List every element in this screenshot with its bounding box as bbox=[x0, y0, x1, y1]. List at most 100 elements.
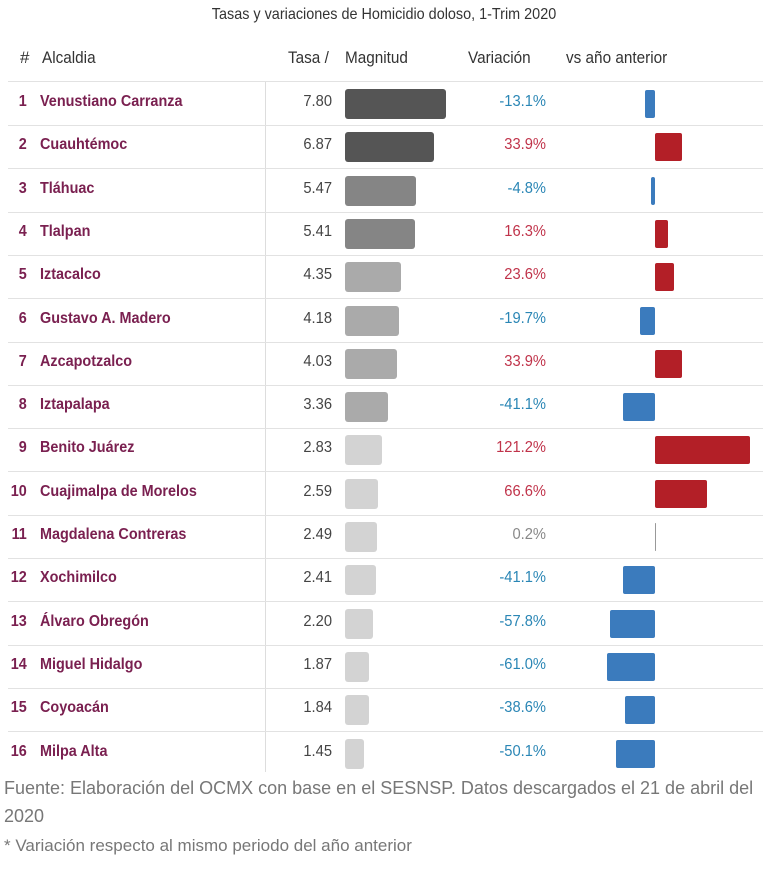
row-variacion: 23.6% bbox=[504, 266, 546, 284]
magnitude-bar bbox=[345, 478, 379, 509]
row-name: Miguel Hidalgo bbox=[40, 655, 143, 673]
variation-bar bbox=[655, 436, 751, 465]
magnitude-bar bbox=[345, 651, 370, 682]
row-name: Cuauhtémoc bbox=[40, 136, 128, 154]
header-vs: vs año anterior bbox=[566, 48, 668, 67]
row-divider bbox=[8, 558, 763, 559]
row-tasa: 1.84 bbox=[303, 699, 332, 717]
row-name: Iztacalco bbox=[40, 266, 101, 284]
row-rank: 3 bbox=[18, 179, 27, 197]
variation-bar bbox=[655, 263, 674, 292]
row-divider bbox=[8, 687, 763, 689]
row-rank: 4 bbox=[18, 222, 27, 240]
variation-bar bbox=[607, 652, 655, 681]
row-divider bbox=[8, 601, 763, 603]
header-divider bbox=[8, 81, 763, 82]
row-variacion: 33.9% bbox=[504, 136, 546, 154]
row-variacion: -61.0% bbox=[499, 655, 546, 673]
row-tasa: 5.41 bbox=[303, 222, 332, 240]
header-num: # bbox=[20, 48, 30, 67]
variation-bar bbox=[655, 133, 682, 162]
table-row: 15 Coyoacán 1.84 -38.6% bbox=[0, 688, 768, 731]
row-rank: 15 bbox=[10, 699, 27, 717]
row-tasa: 4.35 bbox=[303, 266, 332, 284]
row-name: Tlalpan bbox=[40, 222, 91, 240]
variation-bar bbox=[655, 479, 708, 508]
row-variacion: -19.7% bbox=[499, 309, 546, 327]
magnitude-bar bbox=[345, 695, 369, 726]
row-tasa: 2.49 bbox=[303, 526, 332, 543]
row-tasa: 7.80 bbox=[303, 93, 332, 110]
magnitude-bar bbox=[345, 218, 415, 249]
header-magnitud: Magnitud bbox=[345, 48, 408, 67]
magnitude-bar bbox=[345, 608, 374, 639]
row-rank: 7 bbox=[18, 352, 27, 370]
table-row: 11 Magdalena Contreras 2.49 0.2% bbox=[0, 515, 768, 558]
table-row: 1 Venustiano Carranza 7.80 -13.1% bbox=[0, 82, 768, 125]
variation-bar bbox=[609, 609, 655, 638]
magnitude-bar bbox=[345, 522, 378, 552]
magnitude-bar bbox=[345, 565, 377, 596]
row-name: Xochimilco bbox=[40, 569, 117, 587]
magnitude-bar bbox=[345, 132, 434, 163]
row-name: Tláhuac bbox=[40, 179, 95, 197]
table-row: 13 Álvaro Obregón 2.20 -57.8% bbox=[0, 602, 768, 645]
row-divider bbox=[8, 644, 763, 646]
variation-bar bbox=[651, 176, 655, 205]
row-rank: 5 bbox=[18, 266, 27, 284]
variation-bar bbox=[655, 219, 668, 248]
table-row: 2 Cuauhtémoc 6.87 33.9% bbox=[0, 125, 768, 168]
variation-bar bbox=[624, 696, 655, 725]
footer-note: * Variación respecto al mismo periodo de… bbox=[4, 836, 412, 855]
row-rank: 9 bbox=[18, 439, 27, 457]
row-variacion: -38.6% bbox=[499, 699, 546, 717]
row-variacion: 16.3% bbox=[504, 222, 546, 240]
row-rank: 11 bbox=[11, 526, 27, 543]
variation-bar bbox=[644, 90, 655, 118]
row-divider bbox=[8, 341, 763, 343]
row-name: Azcapotzalco bbox=[40, 352, 133, 370]
table-row: 14 Miguel Hidalgo 1.87 -61.0% bbox=[0, 645, 768, 688]
row-tasa: 4.18 bbox=[303, 309, 332, 327]
row-variacion: -41.1% bbox=[499, 569, 546, 587]
row-name: Venustiano Carranza bbox=[40, 93, 183, 110]
table-row: 12 Xochimilco 2.41 -41.1% bbox=[0, 558, 768, 601]
row-variacion: -13.1% bbox=[499, 93, 546, 110]
row-tasa: 1.87 bbox=[303, 655, 332, 673]
row-tasa: 5.47 bbox=[303, 179, 332, 197]
row-divider bbox=[8, 298, 763, 300]
column-divider bbox=[265, 82, 266, 772]
row-variacion: 0.2% bbox=[512, 526, 546, 543]
magnitude-bar bbox=[345, 89, 446, 119]
row-name: Benito Juárez bbox=[40, 439, 135, 457]
row-divider bbox=[8, 731, 763, 733]
row-rank: 6 bbox=[18, 309, 27, 327]
row-name: Gustavo A. Madero bbox=[40, 309, 171, 327]
footer-source: Fuente: Elaboración del OCMX con base en… bbox=[4, 778, 754, 826]
variation-bar bbox=[622, 393, 655, 422]
variation-bar bbox=[615, 739, 655, 768]
row-variacion: -50.1% bbox=[499, 742, 546, 760]
variation-bar bbox=[622, 566, 655, 595]
table-row: 9 Benito Juárez 2.83 121.2% bbox=[0, 428, 768, 471]
row-variacion: 121.2% bbox=[496, 439, 546, 457]
row-variacion: -57.8% bbox=[499, 612, 546, 630]
table-row: 7 Azcapotzalco 4.03 33.9% bbox=[0, 342, 768, 385]
row-divider bbox=[8, 254, 763, 256]
row-name: Iztapalapa bbox=[40, 396, 110, 414]
header-alcaldia: Alcaldia bbox=[42, 48, 96, 67]
row-rank: 16 bbox=[10, 742, 27, 760]
row-divider bbox=[8, 168, 763, 170]
row-tasa: 1.45 bbox=[303, 742, 332, 760]
magnitude-bar bbox=[345, 175, 416, 206]
row-divider bbox=[8, 428, 763, 430]
magnitude-bar bbox=[345, 738, 364, 769]
row-divider bbox=[8, 125, 763, 126]
row-variacion: -41.1% bbox=[499, 396, 546, 414]
row-name: Cuajimalpa de Morelos bbox=[40, 482, 197, 500]
row-name: Álvaro Obregón bbox=[40, 612, 149, 630]
row-variacion: -4.8% bbox=[507, 179, 546, 197]
row-rank: 14 bbox=[10, 655, 27, 673]
magnitude-bar bbox=[345, 262, 402, 293]
row-rank: 8 bbox=[18, 396, 27, 414]
